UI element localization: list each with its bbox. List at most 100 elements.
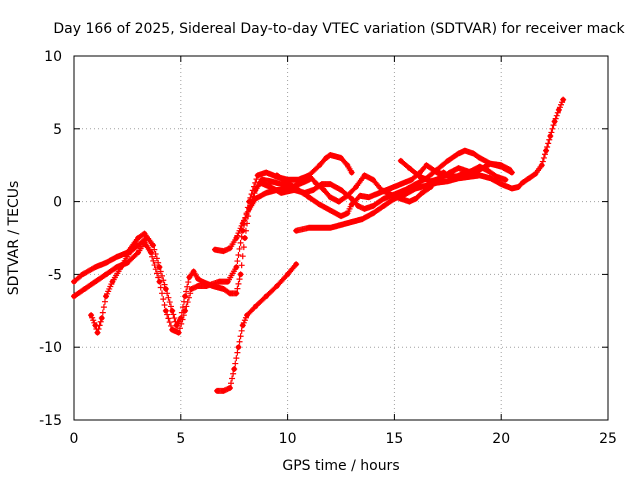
data-point [293,261,299,267]
data-point [252,196,259,202]
data-point [306,194,312,200]
data-point [252,303,259,310]
data-point [150,242,156,248]
data-point [227,290,233,296]
data-point [246,199,252,205]
data-point [462,148,468,154]
y-tick-label: -15 [39,413,62,429]
data-point [233,235,239,241]
data-point [445,178,451,184]
y-tick-label: 10 [44,49,62,65]
data-point [327,181,333,187]
data-point [477,155,483,161]
data-point [327,194,333,200]
data-point [408,177,415,183]
data-point [274,283,280,289]
data-point [370,177,376,183]
chart-title: Day 166 of 2025, Sidereal Day-to-day VTE… [53,21,625,37]
data-point [267,178,274,184]
data-point [494,174,500,180]
data-point [419,190,425,196]
series-track-10 [397,157,479,185]
data-point [423,162,430,168]
data-point [118,264,124,270]
data-point [233,290,239,296]
x-tick-label: 0 [70,431,79,447]
data-point [285,271,291,277]
data-point [267,184,274,190]
data-point [552,118,558,125]
data-point [92,264,98,270]
x-tick-label: 10 [279,431,297,447]
data-point [560,97,566,103]
data-point [263,190,269,196]
data-point [361,206,368,212]
data-point [220,248,227,254]
data-point [413,181,419,187]
data-point [357,193,363,199]
data-point [94,330,101,336]
data-point [92,279,98,285]
data-point [317,201,323,208]
data-point [246,206,252,212]
data-point [327,152,333,158]
data-point [455,165,462,171]
data-point [225,279,231,285]
data-point [156,264,163,270]
data-point [263,169,269,176]
data-point [92,322,98,328]
data-point [176,330,182,336]
data-point [502,177,509,183]
data-point [195,283,201,289]
data-point [455,150,462,157]
data-point [257,180,263,186]
data-point [263,293,269,299]
y-axis-ticks: -15 -10 -5 0 5 10 [39,49,608,429]
data-point [413,196,419,202]
series-track-3 [88,235,150,336]
x-tick-label: 15 [385,431,403,447]
data-point [417,174,423,180]
data-point [381,196,387,202]
y-axis-label: SDTVAR / TECUs [6,181,22,296]
grid [74,56,608,420]
data-point [126,249,133,256]
data-point [547,133,553,139]
data-point [88,312,94,318]
data-point [438,175,444,181]
data-point [82,286,88,292]
data-point [306,225,312,231]
data-point [238,271,244,277]
data-point [338,155,344,161]
data-point [338,187,344,193]
data-point [447,169,453,176]
data-point [344,162,351,168]
data-point [240,228,246,234]
data-point [220,388,227,394]
data-point [233,264,239,270]
data-point [355,203,361,209]
data-point [156,279,163,285]
data-point [470,150,477,157]
x-tick-label: 20 [492,431,510,447]
data-point [387,185,393,192]
data-point [163,286,169,292]
data-point [274,172,280,178]
series-markers [71,176,312,329]
data-point [349,169,355,176]
data-point [526,175,532,181]
data-point [163,308,169,314]
data-point [71,279,77,285]
data-point [203,283,210,289]
x-tick-label: 25 [599,431,617,447]
data-point [507,166,513,173]
data-point [321,187,327,193]
data-point [398,196,404,202]
data-point [349,196,355,202]
data-point [344,193,351,199]
data-point [182,308,188,314]
data-point [519,180,526,186]
x-axis-ticks: 0 5 10 15 20 25 [70,56,617,447]
data-point [135,235,141,241]
